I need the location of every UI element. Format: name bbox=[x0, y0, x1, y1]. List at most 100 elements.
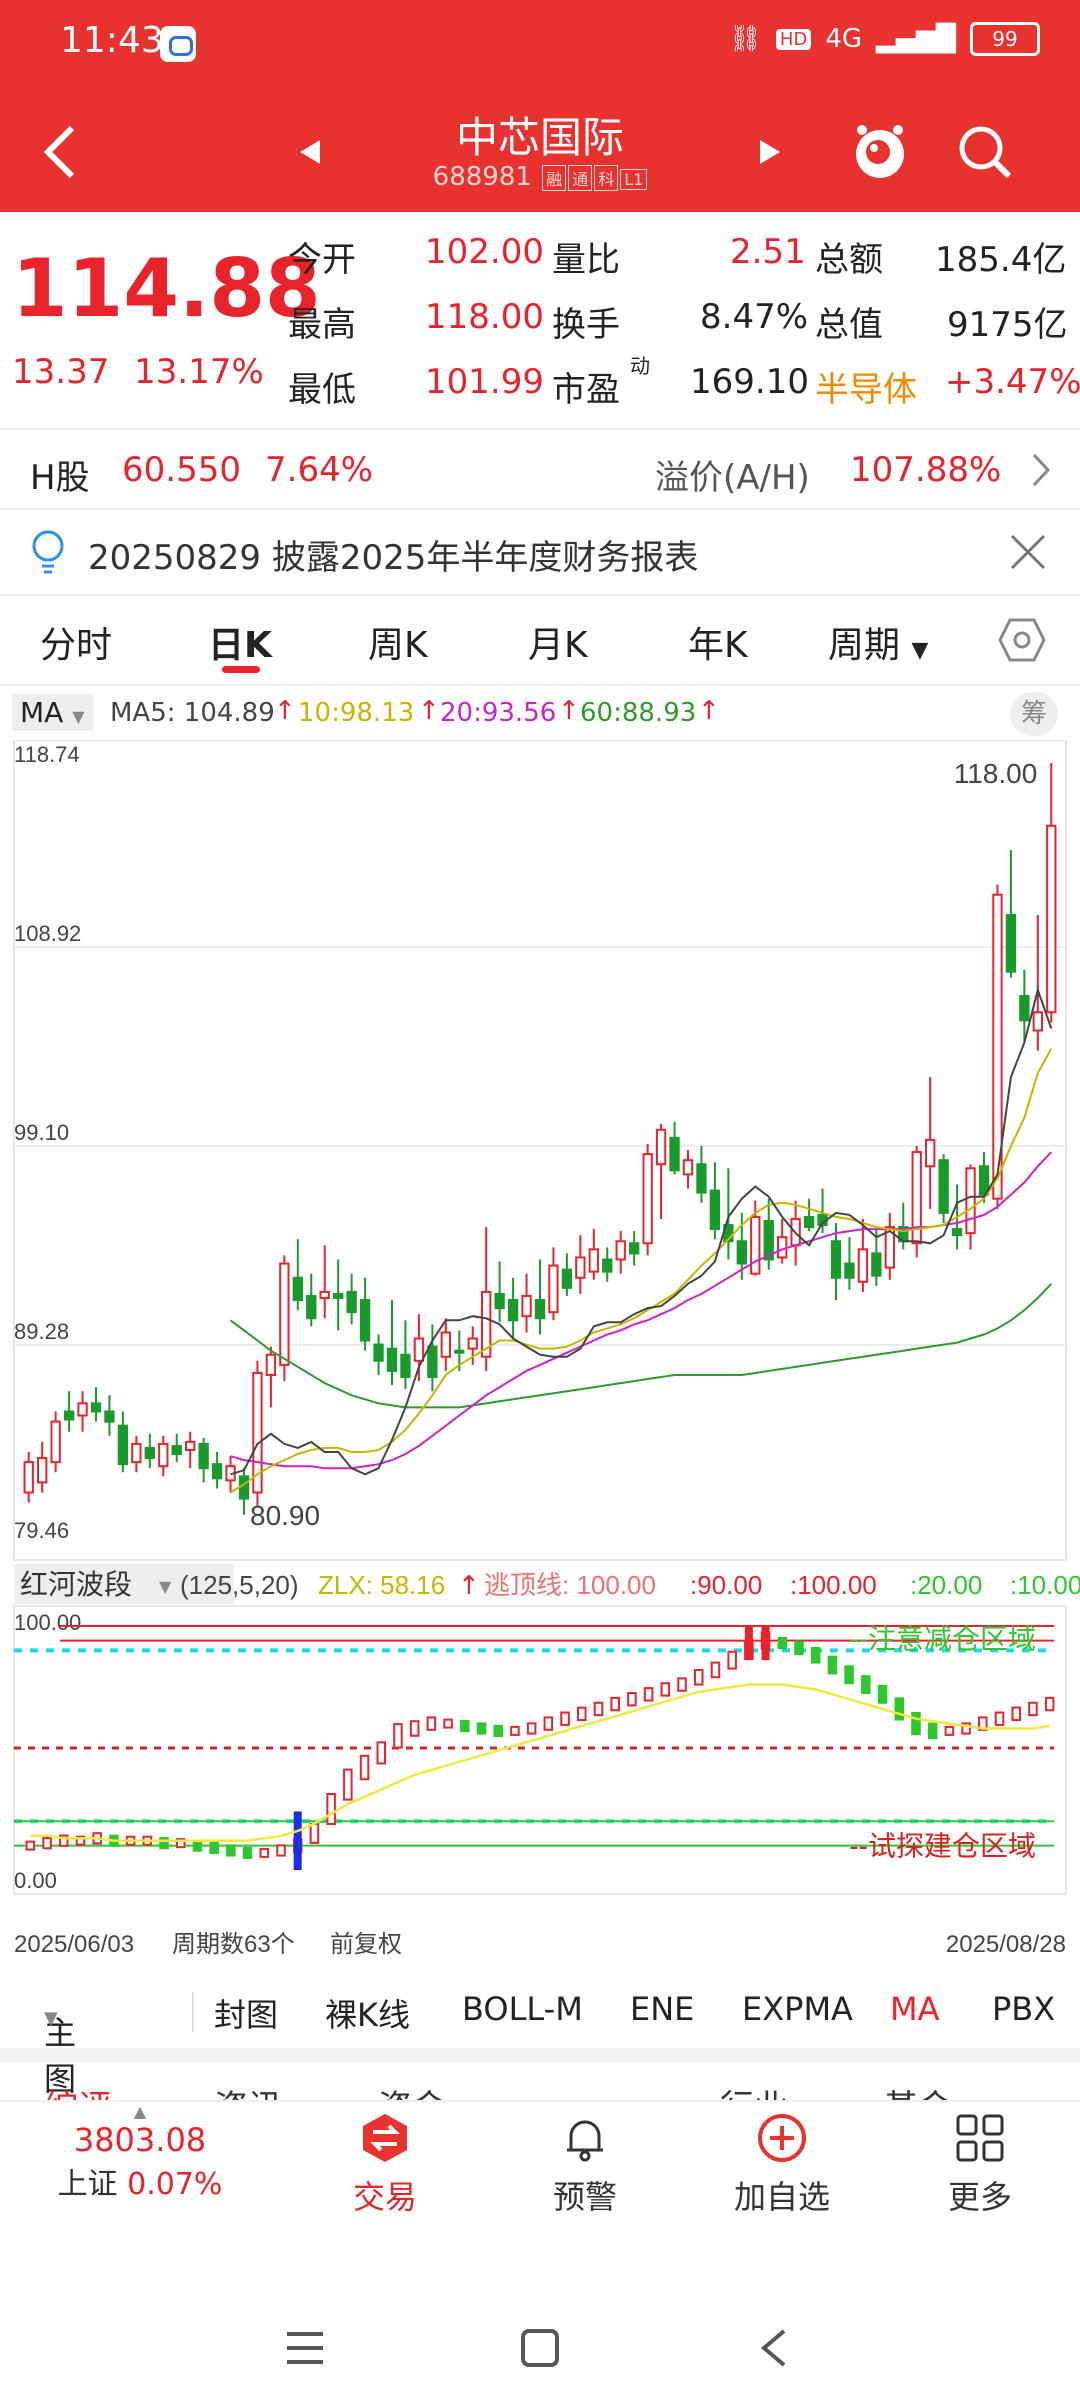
info-tab-0[interactable]: 综评 bbox=[44, 2080, 112, 2102]
index-ticker[interactable]: ▲ 3803.08 上证 0.07% bbox=[40, 2102, 240, 2203]
indicator-tabs: 主图 ▼ 封图 裸K线 BOLL-M ENE EXPMA MA PBX bbox=[0, 1972, 1080, 2098]
assistant-icon[interactable] bbox=[840, 112, 920, 192]
candle-body bbox=[292, 1276, 303, 1302]
nav-add-watchlist[interactable]: 加自选 bbox=[682, 2112, 882, 2218]
indicator-bar bbox=[25, 1840, 36, 1851]
close-icon[interactable] bbox=[1008, 532, 1048, 572]
kline-chart[interactable]: 118.74 108.92 99.10 89.28 79.46 118.00 80.90 红河… bbox=[0, 739, 1080, 1970]
candle-body bbox=[911, 1151, 922, 1245]
caret-down-icon: ▼ bbox=[44, 2008, 58, 2029]
indicator-tab-2[interactable]: 裸K线 bbox=[325, 1996, 410, 2034]
candle-body bbox=[548, 1264, 559, 1314]
ma60-line bbox=[229, 1283, 1053, 1409]
nav-alert[interactable]: 预警 bbox=[485, 2112, 685, 2218]
indicator-bar bbox=[543, 1716, 554, 1731]
home-icon[interactable] bbox=[520, 2328, 560, 2368]
indicator-tab-7[interactable]: PBX bbox=[992, 1990, 1056, 2028]
indicator-bar bbox=[677, 1677, 687, 1692]
next-stock-icon[interactable] bbox=[730, 112, 810, 192]
back-nav-icon[interactable] bbox=[758, 2328, 788, 2368]
indicator-bar bbox=[927, 1722, 938, 1740]
price-change: 13.37 13.17% bbox=[12, 352, 264, 392]
tab-daily[interactable]: 日K bbox=[208, 625, 272, 666]
status-time: 11:43 bbox=[60, 20, 164, 61]
chart-area[interactable]: 118.74 108.92 99.10 89.28 79.46 118.00 80.90 红河… bbox=[0, 739, 1080, 1970]
indicator-tab-5[interactable]: EXPMA bbox=[742, 1990, 853, 2028]
indicator-bar bbox=[75, 1835, 86, 1846]
pe-sup: 动 bbox=[630, 354, 650, 378]
candle-body bbox=[400, 1353, 411, 1379]
candle-body bbox=[238, 1475, 250, 1500]
candle-body bbox=[642, 1153, 653, 1245]
h-share-row[interactable]: H股 60.550 7.64% 溢价(A/H) 107.88% bbox=[0, 430, 1080, 510]
search-icon[interactable] bbox=[945, 112, 1025, 192]
nav-trade[interactable]: 交易 bbox=[285, 2112, 485, 2218]
info-tab-2[interactable]: 资金 bbox=[378, 2080, 446, 2102]
indicator-name: 红河波段 bbox=[20, 1569, 132, 1600]
nav-more[interactable]: 更多 bbox=[880, 2112, 1080, 2218]
candle-body bbox=[494, 1292, 505, 1310]
prev-stock-icon[interactable] bbox=[270, 112, 350, 192]
back-icon[interactable] bbox=[20, 112, 100, 192]
indicator-bar bbox=[710, 1661, 721, 1679]
indicator-bar bbox=[426, 1716, 437, 1731]
indicator-tab-1[interactable]: 封图 bbox=[214, 1996, 279, 2034]
main-chart-label: 主图 bbox=[44, 2014, 77, 2098]
arrow-up-icon: ↑ bbox=[698, 696, 720, 726]
open-label: 今开 bbox=[288, 240, 356, 280]
candle-body bbox=[965, 1167, 976, 1235]
tab-weekly[interactable]: 周K bbox=[368, 625, 428, 666]
turnover-rate-value: 8.47% bbox=[700, 297, 809, 337]
candle-body bbox=[1019, 995, 1030, 1022]
candle-body bbox=[803, 1215, 815, 1229]
candle-body bbox=[709, 1189, 721, 1231]
low-annotation: 80.90 bbox=[250, 1500, 320, 1531]
chevron-right-icon bbox=[1032, 453, 1051, 487]
indicator-tab-6[interactable]: MA bbox=[890, 1990, 940, 2028]
sector-label[interactable]: 半导体 bbox=[815, 370, 917, 410]
candle-body bbox=[696, 1163, 707, 1194]
tab-monthly[interactable]: 月K bbox=[528, 625, 588, 666]
caret-down-icon: ▼ bbox=[72, 707, 85, 726]
indicator-bar bbox=[877, 1684, 888, 1704]
candle-body bbox=[857, 1248, 869, 1283]
indicator-bar bbox=[643, 1687, 654, 1702]
ind-tick-bottom: 0.00 bbox=[14, 1868, 57, 1893]
candle-body bbox=[467, 1337, 478, 1350]
candle-body bbox=[104, 1410, 115, 1423]
candle-body bbox=[682, 1159, 694, 1176]
lightbulb-icon bbox=[32, 530, 64, 574]
candle-body bbox=[346, 1290, 357, 1314]
info-tab-4[interactable]: 基金 bbox=[884, 2080, 952, 2102]
indicator-bar bbox=[192, 1839, 203, 1852]
tab-intraday[interactable]: 分时 bbox=[40, 625, 113, 666]
turnover-amount-value: 185.4亿 bbox=[935, 240, 1067, 280]
candle-body bbox=[575, 1256, 586, 1279]
indicator-bar bbox=[777, 1636, 788, 1650]
ma5-line bbox=[230, 986, 1053, 1476]
chart-settings-icon[interactable] bbox=[998, 616, 1046, 664]
tag-ke: 科 bbox=[594, 165, 619, 191]
notice-banner[interactable]: 20250829 披露2025年半年度财务报表 bbox=[0, 510, 1080, 596]
x-start-label: 2025/06/03 bbox=[14, 1931, 134, 1958]
menu-icon[interactable] bbox=[285, 2330, 325, 2366]
y-tick-label: 89.28 bbox=[14, 1319, 69, 1344]
candle-body bbox=[871, 1252, 882, 1277]
chips-button[interactable]: 筹 bbox=[1010, 692, 1058, 736]
info-tab-1[interactable]: 资讯 bbox=[214, 2080, 282, 2102]
indicator-selector bbox=[14, 1564, 234, 1604]
candle-body bbox=[992, 893, 1003, 1200]
indicator-bar bbox=[359, 1754, 370, 1781]
indicator-bar bbox=[460, 1719, 470, 1733]
trade-icon bbox=[363, 2114, 407, 2162]
indicator-tab-3[interactable]: BOLL-M bbox=[462, 1990, 583, 2028]
info-tab-3[interactable]: 行业 bbox=[720, 2080, 788, 2102]
indicator-tab-4[interactable]: ENE bbox=[630, 1990, 695, 2028]
premium-value: 107.88% bbox=[850, 450, 1002, 490]
y-tick-label: 118.74 bbox=[14, 742, 80, 767]
escape-bar bbox=[744, 1626, 753, 1661]
ma-selector[interactable]: MA ▼ bbox=[12, 694, 93, 731]
tab-yearly[interactable]: 年K bbox=[688, 625, 748, 666]
tab-period[interactable]: 周期 ▼ bbox=[828, 616, 928, 668]
market-cap-value: 9175亿 bbox=[947, 305, 1068, 345]
